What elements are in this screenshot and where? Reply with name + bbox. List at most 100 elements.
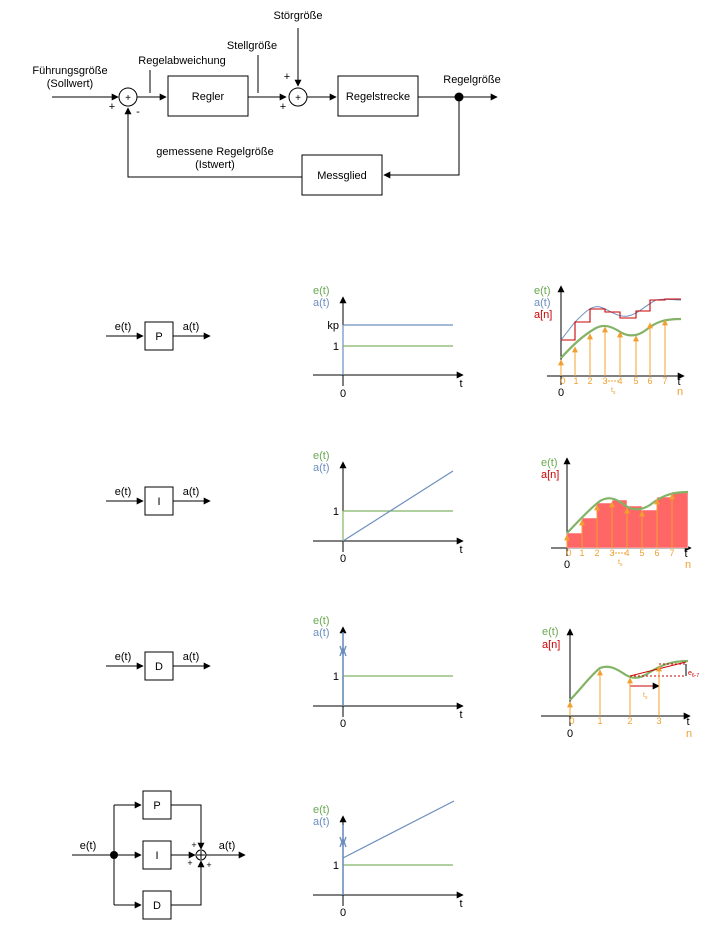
p-step-response-plot: e(t) a(t) kp 1 0 t	[313, 285, 464, 400]
p-plot-e-label: e(t)	[313, 285, 330, 297]
id-tick-label: 0	[566, 548, 571, 558]
pid-i-block	[142, 840, 172, 870]
id-e-label: e(t)	[541, 457, 558, 469]
pid-output-label: a(t)	[219, 840, 236, 852]
d-block	[144, 651, 174, 681]
feedback-path-right	[383, 97, 460, 179]
p-plot-kp-label: kp	[327, 320, 339, 332]
id-tick-label: 4	[624, 548, 629, 558]
pid-p-out	[171, 804, 205, 850]
pd-e-label: e(t)	[534, 285, 551, 297]
pid-block-diagram: e(t) P I D + + + a(t)	[72, 790, 246, 920]
p-plot-a-label: a(t)	[313, 297, 330, 309]
d-discrete-plot: e(t) a[n] e6-7 ts 0 1 2 3 0 t n	[541, 626, 699, 740]
i-plot-a-label: a(t)	[313, 462, 330, 474]
id-ts-label: ts	[618, 559, 623, 568]
id-bar	[656, 496, 673, 549]
pd-ts-label: ts	[611, 387, 616, 396]
feedback-path-left	[124, 107, 302, 178]
pid-plot-a-label: a(t)	[313, 816, 330, 828]
dd-ts-label: ts	[643, 692, 648, 701]
p-block-diagram: e(t) P a(t)	[106, 321, 211, 351]
d-plot-a-label: a(t)	[313, 627, 330, 639]
d-input-label: e(t)	[115, 651, 132, 663]
sensor-label: Messglied	[317, 170, 367, 182]
pd-tick-label: 5	[633, 376, 638, 386]
controller-block	[167, 75, 249, 117]
id-bar	[626, 505, 643, 549]
sum2-plus-top: +	[284, 71, 290, 83]
pd-tick-label: 6	[647, 376, 652, 386]
controller-label: Regler	[192, 91, 225, 103]
d-plot-e-label: e(t)	[313, 615, 330, 627]
manipulated-label: Stellgröße	[227, 40, 277, 52]
i-discrete-plot: e(t) a[n] 0 1 2 3 4 5	[541, 457, 692, 571]
reference-sub-label: (Sollwert)	[47, 78, 93, 90]
id-integral-bars	[566, 491, 689, 549]
pd-sample-arrows	[558, 319, 668, 376]
pid-step-response-plot: e(t) a(t) 1 0 t	[313, 800, 464, 919]
i-block-diagram: e(t) I a(t)	[106, 486, 211, 516]
id-tick-label: 1	[579, 548, 584, 558]
pid-plus-left: +	[187, 858, 192, 868]
pd-tick-label: 7	[662, 376, 667, 386]
pid-d-out	[171, 860, 205, 906]
sum2-plus-symbol: +	[295, 93, 301, 104]
control-loop: Führungsgröße (Sollwert) + + - Regelabwe…	[32, 10, 501, 196]
sensor-block	[301, 154, 383, 196]
p-discrete-plot: e(t) a(t) a[n] 0 1 2 3 4 5 6 7 ts	[534, 285, 685, 399]
p-input-label: e(t)	[115, 321, 132, 333]
pid-plot-one-label: 1	[333, 860, 339, 872]
i-step-response-plot: e(t) a(t) 1 0 t	[313, 450, 464, 565]
pid-p-block	[142, 790, 172, 820]
dd-tick-label: 2	[627, 716, 632, 726]
dd-e-curve	[569, 659, 689, 701]
p-plot-t-label: t	[459, 378, 462, 390]
d-plot-t-label: t	[459, 709, 462, 721]
pd-an-staircase	[561, 298, 681, 341]
pid-d-block	[142, 890, 172, 920]
plant-label: Regelstrecke	[346, 91, 410, 103]
pid-plus-bottom: +	[206, 860, 211, 870]
pd-tick-label: 2	[587, 376, 592, 386]
disturbance-label: Störgröße	[274, 10, 323, 22]
sum2-plus-left: +	[280, 101, 286, 113]
d-plot-impulse-head	[339, 645, 347, 657]
id-bar	[596, 502, 613, 549]
dd-zero-label: 0	[567, 728, 573, 740]
pd-tick-label: 4	[617, 376, 622, 386]
i-block-label: I	[157, 496, 160, 508]
id-bar	[581, 517, 598, 549]
pid-p-label: P	[153, 800, 160, 812]
i-plot-t-label: t	[459, 544, 462, 556]
dd-tick-label: 1	[597, 716, 602, 726]
pid-plot-e-label: e(t)	[313, 804, 330, 816]
d-block-label: D	[155, 661, 163, 673]
dd-e67-label: e6-7	[688, 670, 699, 679]
i-output-label: a(t)	[183, 486, 200, 498]
pd-tick-label: 1	[573, 376, 578, 386]
reference-label: Führungsgröße	[32, 65, 107, 77]
pid-plus-top: +	[191, 840, 196, 850]
dd-an-label: a[n]	[542, 639, 560, 651]
error-label: Regelabweichung	[138, 55, 225, 67]
dd-an-slope	[629, 661, 687, 677]
id-bar	[611, 499, 628, 549]
id-bar	[671, 491, 689, 549]
id-zero-label: 0	[564, 559, 570, 571]
pid-input-label: e(t)	[80, 840, 97, 852]
i-plot-e-label: e(t)	[313, 450, 330, 462]
p-block	[144, 321, 174, 351]
measured-sub-label: (Istwert)	[195, 159, 235, 171]
id-an-label: a[n]	[541, 469, 559, 481]
d-plot-one-label: 1	[333, 671, 339, 683]
pid-plot-t-label: t	[459, 898, 462, 910]
sum1-minus-sign: -	[136, 106, 140, 118]
dd-sample-arrows	[567, 665, 662, 716]
sum1-plus-sign: +	[109, 101, 115, 113]
i-plot-a-curve	[342, 470, 454, 542]
dd-tick-label: 3	[656, 716, 661, 726]
output-label: Regelgröße	[443, 74, 500, 86]
d-step-response-plot: e(t) a(t) 1 0 t	[313, 615, 464, 730]
